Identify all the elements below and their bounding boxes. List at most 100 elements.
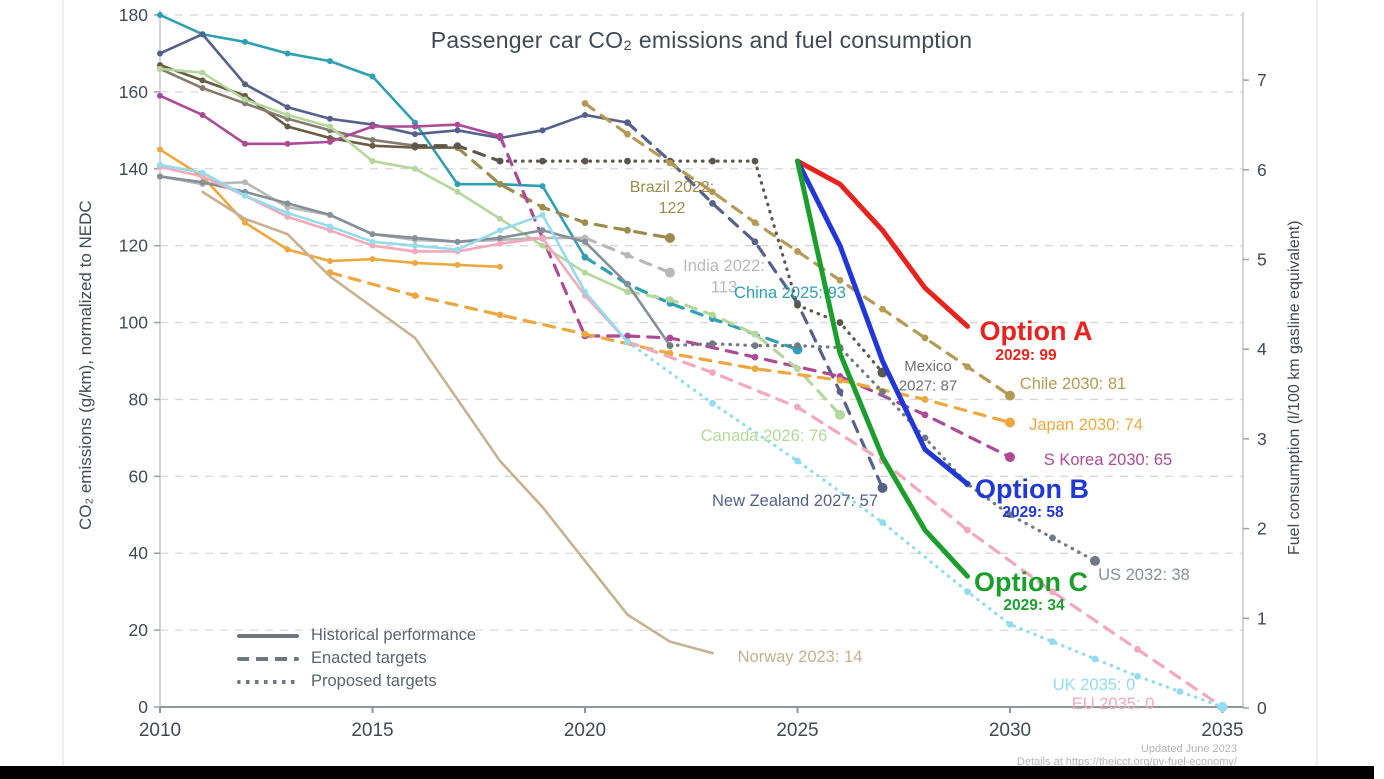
- series-china-dashed: [583, 255, 800, 352]
- series-new-zealand-point: [199, 31, 206, 38]
- series-uk-point: [1134, 672, 1141, 680]
- series-new-zealand-point: [284, 104, 291, 111]
- series-japan-point: [412, 259, 418, 266]
- series-chile-end-dot: [1005, 390, 1015, 401]
- left-axis-title: CO₂ emissions (g/km), normalized to NEDC: [76, 200, 95, 530]
- y2-tick-label: 1: [1257, 608, 1267, 628]
- series-s-korea-point: [412, 123, 418, 130]
- series-canada-point: [199, 69, 206, 76]
- series-china-point: [242, 38, 248, 45]
- series-new-zealand-solid: [158, 32, 629, 140]
- series-china-point: [539, 183, 546, 190]
- legend-item-historical: Historical performance: [237, 624, 476, 647]
- india-label: 113: [711, 278, 737, 296]
- series-mexico-dotted: [498, 159, 885, 375]
- details-url[interactable]: Details at https://theicct.org/pv-fuel-e…: [1016, 756, 1237, 768]
- series-s-korea-point: [199, 111, 206, 118]
- series-eu-dashed: [625, 340, 1225, 709]
- series-option-b-solid: [795, 158, 970, 487]
- series-option-a-solid: [795, 158, 970, 329]
- dotted-line-swatch: [237, 679, 299, 684]
- legend-item-proposed: Proposed targets: [237, 670, 476, 693]
- series-uk-point: [1176, 688, 1184, 696]
- canada-label: Canada 2026: 76: [701, 427, 828, 445]
- series-us-point: [539, 227, 546, 234]
- series-new-zealand-point: [412, 131, 418, 138]
- series-canada-point: [794, 365, 801, 373]
- series-canada-point: [242, 96, 248, 103]
- series-uk-point: [709, 399, 716, 407]
- legend-label: Historical performance: [311, 626, 477, 644]
- series-mexico-point: [199, 85, 206, 92]
- series-uk-point: [242, 192, 248, 199]
- series-uk-point: [1049, 638, 1056, 646]
- series-japan-point: [497, 263, 503, 270]
- series-eu-point: [794, 403, 801, 411]
- y-tick-label: 60: [129, 466, 149, 486]
- series-chile-point: [709, 188, 716, 196]
- series-us-point: [921, 434, 929, 442]
- y2-tick-label: 6: [1257, 160, 1267, 180]
- series-eu-point: [964, 526, 971, 534]
- y-tick-label: 160: [119, 82, 148, 102]
- japan-label: Japan 2030: 74: [1029, 416, 1143, 434]
- series-canada-point: [497, 215, 503, 222]
- series-mexico-point: [411, 142, 419, 150]
- series-new-zealand-point: [454, 127, 461, 134]
- series-uk-end-dot: [1217, 702, 1228, 712]
- series-eu-point: [412, 248, 418, 255]
- series-us-point: [582, 238, 588, 245]
- series-canada-point: [454, 188, 461, 195]
- series-uk-point: [964, 588, 971, 596]
- right-window-edge: [1316, 0, 1318, 766]
- series-mexico-point: [454, 142, 461, 150]
- series-new-zealand-point: [157, 50, 163, 57]
- series-us-point: [284, 200, 291, 207]
- x-tick-label: 2020: [564, 720, 606, 741]
- series-canada-point: [412, 165, 418, 172]
- series-brazil-point: [199, 77, 206, 84]
- series-mexico-point: [581, 157, 589, 165]
- y2-tick-label: 0: [1257, 698, 1267, 718]
- series-chile-point: [921, 334, 929, 342]
- series-eu-point: [1134, 645, 1141, 653]
- series-s-korea-end-dot: [1005, 452, 1015, 463]
- series-india-point: [624, 251, 631, 259]
- series-uk-dotted: [625, 340, 1225, 709]
- series-us-point: [157, 173, 163, 180]
- series-s-korea-point: [327, 138, 333, 145]
- series-canada-point: [624, 288, 631, 296]
- solid-line-swatch: [237, 633, 299, 638]
- series-china-point: [581, 253, 589, 261]
- series-japan-point: [581, 330, 589, 338]
- series-uk-point: [582, 288, 588, 295]
- series-india-end-dot: [665, 267, 675, 278]
- india-label: India 2022:: [683, 257, 765, 275]
- series-canada-solid: [158, 67, 629, 294]
- series-mexico-point: [369, 136, 376, 143]
- series-us-point: [709, 340, 716, 348]
- series-new-zealand-point: [624, 119, 631, 127]
- series-mexico-point: [709, 157, 716, 165]
- y-tick-label: 80: [129, 389, 149, 409]
- series-uk-point: [327, 223, 333, 230]
- series-brazil-solid: [158, 63, 459, 149]
- series-us-point: [624, 281, 631, 288]
- legend: Historical performance Enacted targets P…: [237, 624, 476, 693]
- series-canada-point: [709, 311, 716, 319]
- series-us-point: [412, 234, 418, 241]
- series-uk-point: [454, 246, 461, 253]
- option-b-title: Option B: [975, 474, 1089, 504]
- series-eu-point: [539, 234, 546, 241]
- series-us-point: [1006, 511, 1014, 519]
- left-window-edge: [62, 0, 64, 766]
- series-brazil-point: [369, 142, 376, 149]
- y2-tick-label: 5: [1257, 250, 1267, 270]
- series-us-point: [497, 234, 503, 241]
- y2-tick-label: 2: [1257, 519, 1267, 539]
- series-us-point: [879, 388, 886, 396]
- series-s-korea-point: [284, 140, 291, 147]
- series-uk-point: [1006, 620, 1014, 628]
- series-japan-point: [836, 376, 844, 384]
